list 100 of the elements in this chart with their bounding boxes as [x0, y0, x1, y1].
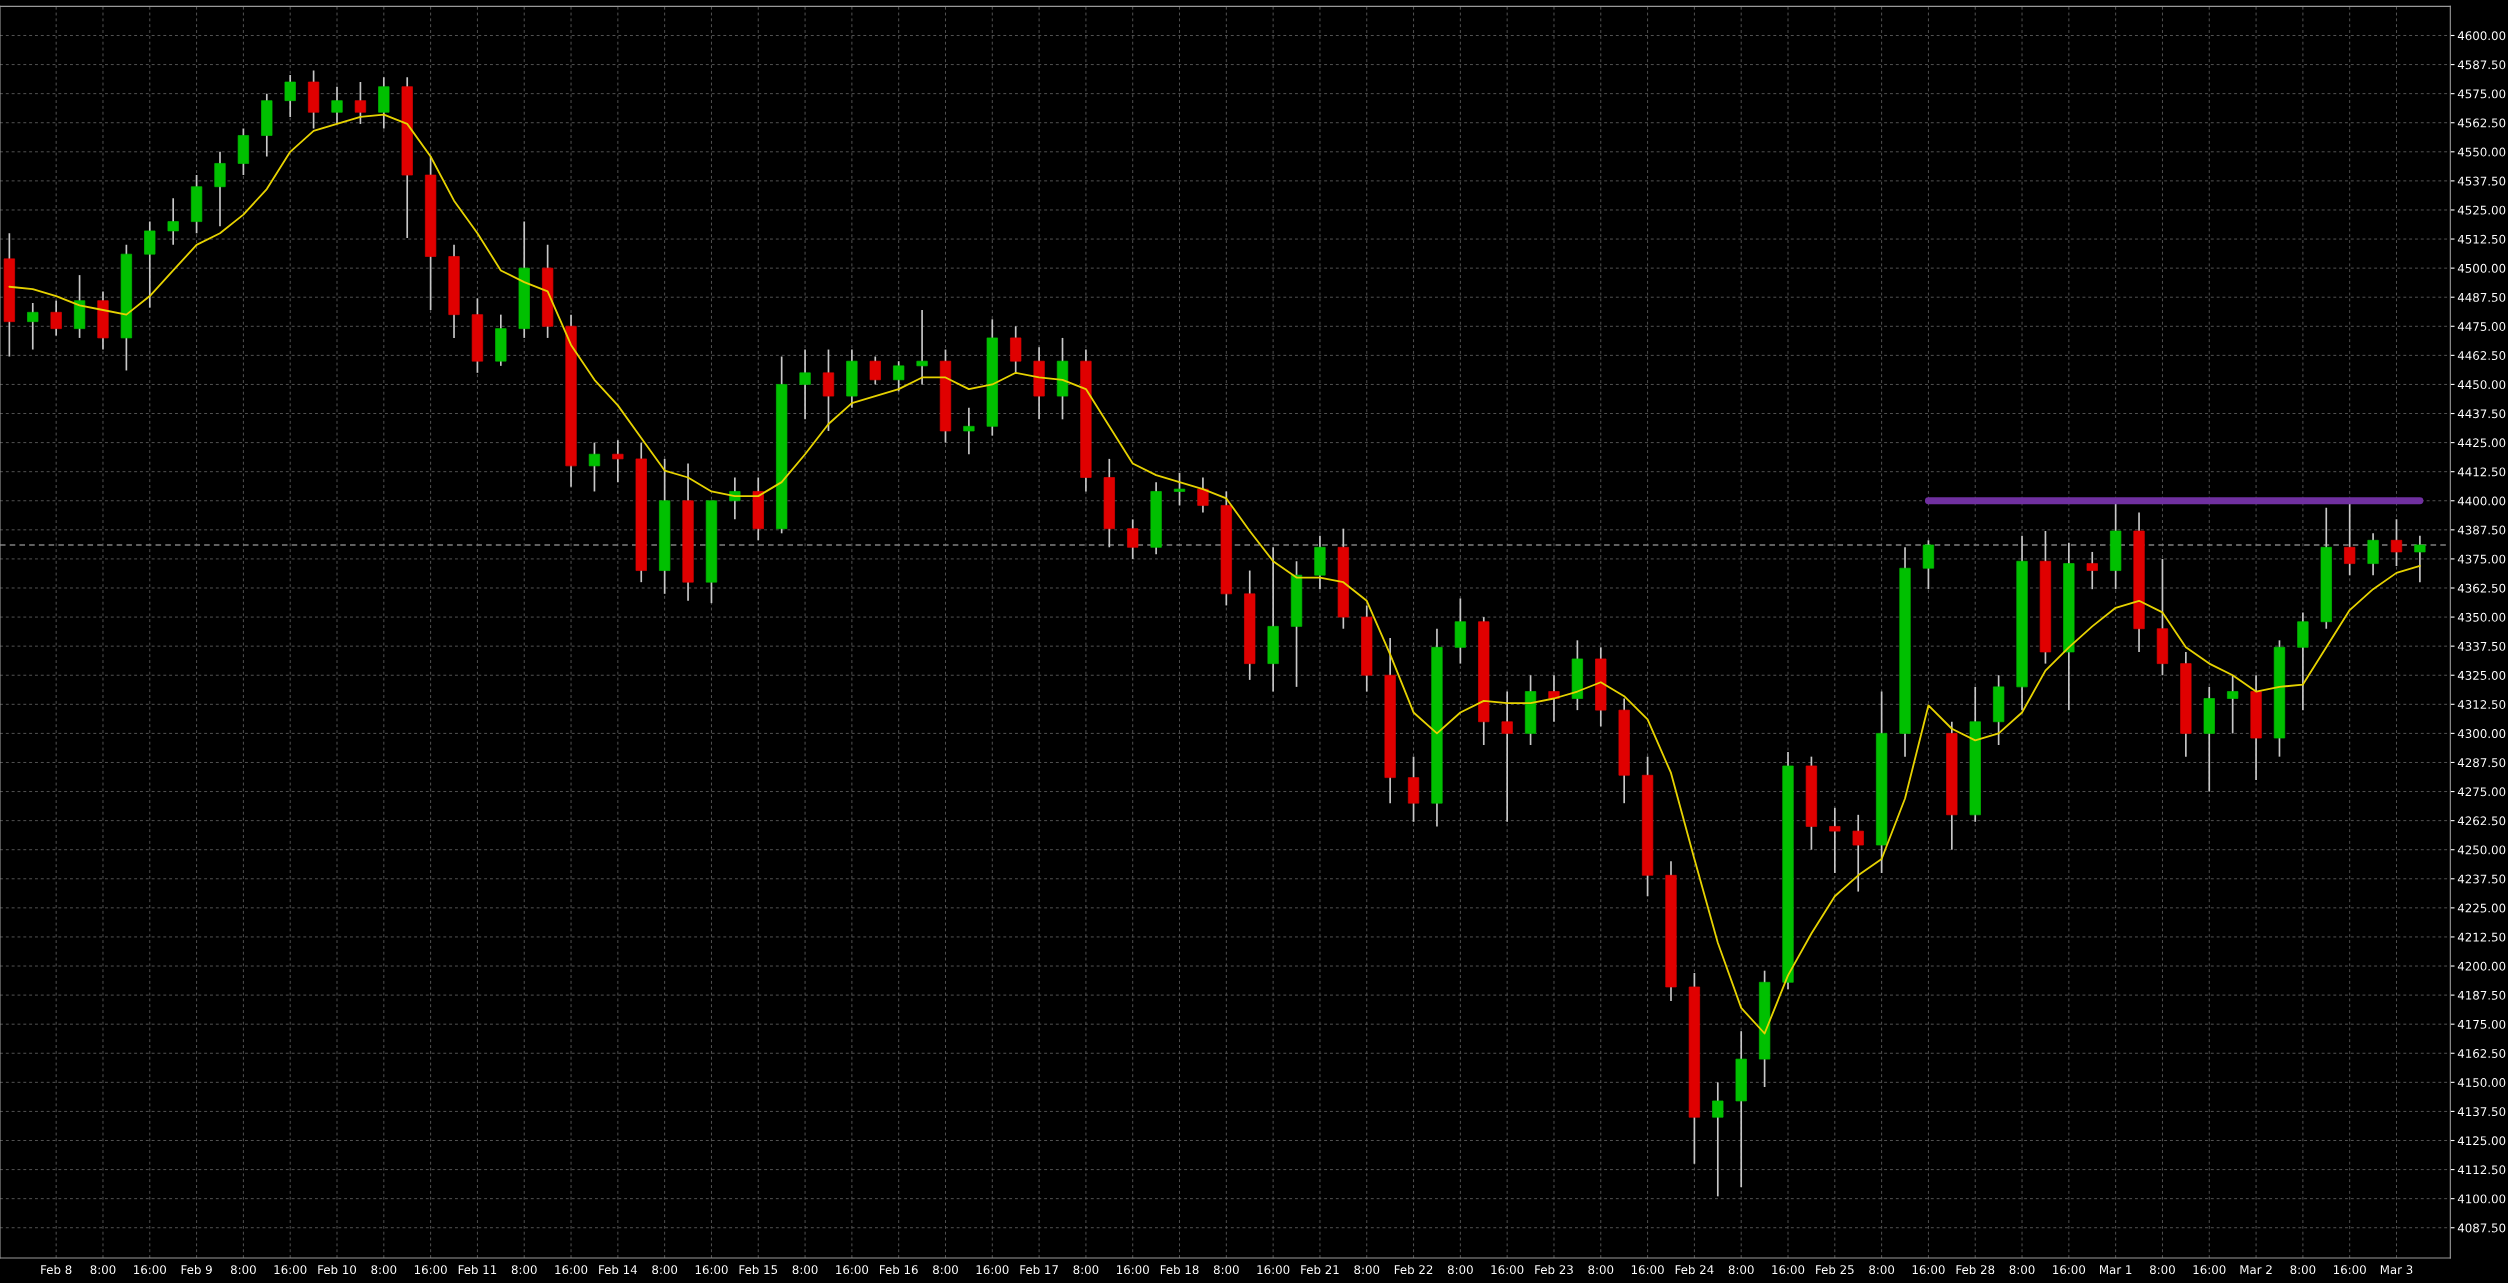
x-tick-label: 8:00 — [511, 1265, 537, 1275]
y-tick-label: 4512.50 — [2457, 234, 2506, 244]
x-tick-label: 8:00 — [1354, 1265, 1380, 1275]
y-tick-label: 4550.00 — [2457, 147, 2506, 157]
y-tick-label: 4100.00 — [2457, 1194, 2506, 1204]
x-tick-label: Feb 14 — [599, 1264, 638, 1275]
x-tick-label: 16:00 — [274, 1265, 307, 1275]
y-tick-label: 4187.50 — [2457, 990, 2506, 1000]
candlestick — [331, 85, 343, 125]
x-tick-label: Mar 1 — [2100, 1265, 2132, 1275]
y-tick-label: 4537.50 — [2457, 176, 2506, 186]
x-tick-label: Feb 17 — [1020, 1264, 1058, 1275]
candlestick — [1829, 807, 1841, 874]
x-tick-label: 16:00 — [555, 1265, 588, 1275]
y-tick-label: 4150.00 — [2457, 1078, 2506, 1087]
y-tick-label: 4087.50 — [2457, 1223, 2506, 1233]
x-tick-label: 16:00 — [1631, 1265, 1664, 1275]
y-tick-label: 4462.50 — [2457, 351, 2506, 361]
y-tick-label: 4350.00 — [2457, 612, 2506, 622]
x-tick-label: Feb 23 — [1535, 1264, 1573, 1275]
y-tick-label: 4237.50 — [2457, 874, 2506, 884]
y-tick-label: 4312.50 — [2457, 700, 2506, 709]
y-tick-label: 4162.50 — [2457, 1048, 2506, 1058]
x-tick-label: 16:00 — [836, 1265, 869, 1275]
y-tick-label: 4600.00 — [2457, 31, 2506, 41]
x-tick-label: 8:00 — [1073, 1265, 1099, 1275]
candlestick — [2414, 534, 2426, 584]
x-tick-label: 8:00 — [2150, 1265, 2175, 1275]
x-tick-label: 8:00 — [652, 1265, 678, 1275]
x-tick-label: 8:00 — [1447, 1265, 1473, 1275]
y-tick-label: 4475.00 — [2457, 322, 2506, 331]
candlestick — [963, 406, 975, 456]
candlestick — [27, 302, 39, 351]
x-tick-label: 16:00 — [1117, 1265, 1149, 1275]
y-tick-label: 4325.00 — [2457, 670, 2506, 680]
x-tick-label: 16:00 — [414, 1265, 447, 1275]
x-tick-label: Feb 28 — [1956, 1264, 1995, 1275]
line-series — [8, 113, 2421, 1035]
x-tick-label: 16:00 — [976, 1265, 1009, 1275]
y-tick-label: 4387.50 — [2457, 525, 2506, 535]
candlestick — [916, 309, 928, 386]
y-tick-label: 4225.00 — [2457, 903, 2506, 913]
candlestick — [1010, 325, 1022, 374]
y-tick-label: 4300.00 — [2457, 729, 2506, 739]
candlestick — [1852, 813, 1864, 893]
y-tick-label: 4337.50 — [2457, 641, 2506, 651]
y-tick-label: 4437.50 — [2457, 409, 2506, 419]
candlestick — [2390, 518, 2403, 567]
y-tick-label: 4250.00 — [2457, 845, 2506, 855]
candlestick — [1127, 518, 1139, 560]
x-tick-label: Mar 2 — [2240, 1265, 2272, 1275]
candlestick — [2367, 532, 2379, 577]
x-tick-label: 16:00 — [1491, 1265, 1524, 1275]
x-tick-label: 16:00 — [2053, 1265, 2086, 1275]
y-tick-label: 4275.00 — [2457, 787, 2506, 797]
candlestick — [2086, 551, 2098, 590]
candlestick — [612, 439, 624, 483]
y-tick-label: 4575.00 — [2457, 89, 2506, 99]
candlestick — [1197, 476, 1209, 514]
candlestick — [2227, 674, 2239, 735]
candlestick — [167, 197, 179, 246]
x-tick-label: Feb 8 — [41, 1264, 72, 1275]
y-tick-label: 4587.50 — [2457, 60, 2506, 70]
x-tick-label: 8:00 — [2009, 1265, 2035, 1275]
y-tick-label: 4175.00 — [2457, 1019, 2506, 1029]
y-tick-label: 4450.00 — [2457, 380, 2506, 390]
x-tick-label: 16:00 — [1772, 1265, 1805, 1275]
candlestick — [869, 355, 881, 386]
y-tick-label: 4262.50 — [2457, 816, 2506, 826]
x-tick-label: Feb 10 — [318, 1264, 357, 1275]
y-tick-label: 4375.00 — [2457, 554, 2506, 564]
x-tick-label: Feb 22 — [1394, 1264, 1433, 1275]
x-tick-label: 16:00 — [2333, 1265, 2366, 1275]
x-tick-label: Feb 24 — [1675, 1264, 1714, 1275]
candlestick — [893, 360, 905, 393]
x-tick-label: 8:00 — [90, 1265, 116, 1275]
candlestick — [354, 81, 367, 125]
x-tick-label: Feb 16 — [880, 1264, 918, 1275]
candlestick — [1501, 690, 1513, 823]
x-tick-label: 8:00 — [2290, 1265, 2316, 1275]
y-tick-label: 4212.50 — [2457, 932, 2506, 942]
x-tick-label: Feb 11 — [458, 1264, 497, 1275]
x-tick-label: Feb 25 — [1816, 1264, 1854, 1275]
x-tick-label: 16:00 — [1257, 1265, 1290, 1275]
x-tick-label: 8:00 — [1213, 1265, 1239, 1275]
y-tick-label: 4400.00 — [2457, 496, 2506, 506]
y-tick-label: 4500.00 — [2457, 263, 2506, 273]
x-tick-label: 8:00 — [230, 1265, 256, 1275]
y-tick-label: 4125.00 — [2457, 1136, 2506, 1146]
x-tick-label: Feb 15 — [739, 1264, 778, 1275]
candlestick — [1712, 1081, 1724, 1198]
candlestick — [144, 220, 156, 309]
y-tick-label: 4487.50 — [2457, 292, 2506, 302]
candlestick — [1922, 539, 1935, 590]
candlestick — [588, 441, 601, 493]
y-tick-label: 4200.00 — [2457, 961, 2506, 971]
x-tick-label: 8:00 — [1588, 1265, 1614, 1275]
y-tick-label: 4425.00 — [2457, 438, 2506, 448]
x-tick-label: 8:00 — [1869, 1265, 1895, 1275]
y-tick-label: 4562.50 — [2457, 118, 2506, 128]
